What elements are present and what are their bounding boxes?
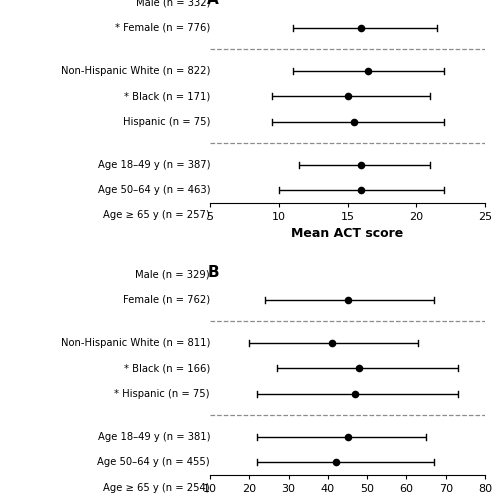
Text: Female (n = 762): Female (n = 762) xyxy=(123,295,210,305)
Text: Hispanic (n = 75): Hispanic (n = 75) xyxy=(122,116,210,126)
Text: Male (n = 332): Male (n = 332) xyxy=(136,0,210,8)
Text: * Hispanic (n = 75): * Hispanic (n = 75) xyxy=(114,389,210,399)
Text: * Female (n = 776): * Female (n = 776) xyxy=(115,22,210,32)
Text: Male (n = 329): Male (n = 329) xyxy=(136,270,210,280)
Text: Age 18–49 y (n = 387): Age 18–49 y (n = 387) xyxy=(98,160,210,170)
Text: Age ≥ 65 y (n = 254): Age ≥ 65 y (n = 254) xyxy=(104,482,210,492)
Text: Age 50–64 y (n = 455): Age 50–64 y (n = 455) xyxy=(98,458,210,468)
Text: Non-Hispanic White (n = 822): Non-Hispanic White (n = 822) xyxy=(60,66,210,76)
Text: Age 50–64 y (n = 463): Age 50–64 y (n = 463) xyxy=(98,185,210,195)
Text: B: B xyxy=(208,264,219,280)
Text: A: A xyxy=(208,0,219,8)
Text: * Black (n = 166): * Black (n = 166) xyxy=(124,364,210,374)
Text: Age ≥ 65 y (n = 257): Age ≥ 65 y (n = 257) xyxy=(104,210,210,220)
Text: * Black (n = 171): * Black (n = 171) xyxy=(124,91,210,101)
X-axis label: Mean ACT score: Mean ACT score xyxy=(292,228,404,240)
Text: Age 18–49 y (n = 381): Age 18–49 y (n = 381) xyxy=(98,432,210,442)
Text: Non-Hispanic White (n = 811): Non-Hispanic White (n = 811) xyxy=(60,338,210,348)
